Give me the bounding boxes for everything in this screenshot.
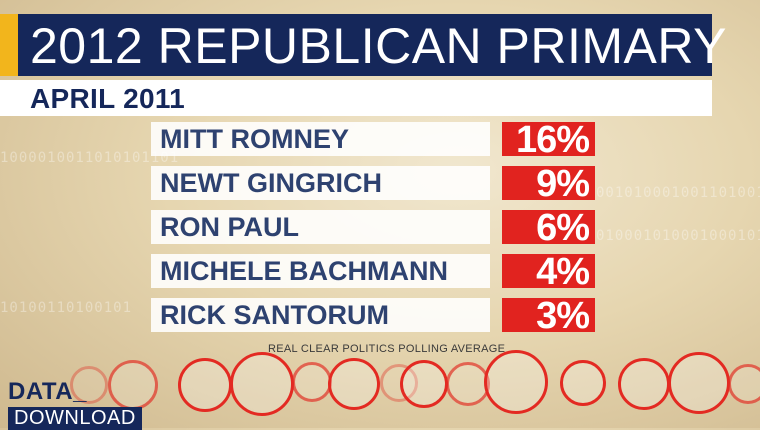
page-title: 2012 REPUBLICAN PRIMARY — [30, 18, 727, 74]
republican-elephant-icon — [328, 358, 380, 410]
candidate-percent-box: 6% — [502, 207, 595, 249]
candidate-percent-box: 9% — [502, 163, 595, 205]
title-accent-stripe — [0, 14, 18, 76]
brand-top-text: DATA_ — [8, 378, 87, 405]
candidate-name-box: RICK SANTORUM — [151, 298, 490, 332]
candidate-percent: 9% — [536, 163, 590, 205]
candidate-row: RON PAUL 6% — [151, 207, 595, 249]
republican-elephant-icon — [400, 360, 448, 408]
candidate-row: MITT ROMNEY 16% — [151, 119, 595, 161]
candidate-name-box: NEWT GINGRICH — [151, 166, 490, 200]
candidate-name: RON PAUL — [160, 212, 299, 242]
candidate-name: MICHELE BACHMANN — [160, 256, 448, 286]
candidate-percent: 16% — [515, 119, 590, 161]
background-binary-pattern: 001010001001101001 — [596, 185, 760, 201]
republican-elephant-icon — [484, 350, 548, 414]
republican-elephant-icon — [178, 358, 232, 412]
candidate-name-box: MITT ROMNEY — [151, 122, 490, 156]
brand-bottom-text: DOWNLOAD — [8, 407, 142, 430]
title-banner: 2012 REPUBLICAN PRIMARY — [0, 14, 726, 76]
candidate-name: RICK SANTORUM — [160, 300, 389, 330]
candidate-percent-box: 3% — [502, 295, 595, 337]
background-binary-pattern: 1000010011010101101 — [0, 150, 180, 166]
republican-elephant-icon — [292, 362, 332, 402]
candidate-name-box: MICHELE BACHMANN — [151, 254, 490, 288]
candidate-name: MITT ROMNEY — [160, 124, 349, 154]
candidate-row: NEWT GINGRICH 9% — [151, 163, 595, 205]
candidate-name-box: RON PAUL — [151, 210, 490, 244]
republican-elephant-icon — [70, 366, 108, 404]
candidate-percent-box: 16% — [502, 119, 595, 161]
republican-elephant-icon — [668, 352, 730, 414]
republican-elephant-icon — [230, 352, 294, 416]
source-caption: REAL CLEAR POLITICS POLLING AVERAGE — [268, 343, 506, 355]
data-download-logo: DATA_ DOWNLOAD — [8, 378, 142, 430]
page-subtitle: APRIL 2011 — [30, 83, 186, 114]
elephant-logo-strip — [0, 348, 760, 428]
republican-elephant-icon — [728, 364, 760, 404]
background-binary-pattern: 0100010100010001011 — [596, 228, 760, 244]
candidate-row: MICHELE BACHMANN 4% — [151, 251, 595, 293]
republican-elephant-icon — [108, 360, 158, 410]
subtitle-banner: APRIL 2011 — [0, 80, 712, 116]
candidate-percent-box: 4% — [502, 251, 595, 293]
candidate-name: NEWT GINGRICH — [160, 168, 382, 198]
republican-elephant-icon — [446, 362, 490, 406]
candidate-percent: 3% — [536, 295, 590, 337]
candidate-row: RICK SANTORUM 3% — [151, 295, 595, 337]
republican-elephant-icon — [560, 360, 606, 406]
candidate-percent: 6% — [536, 207, 590, 249]
background-binary-pattern: 10100110100101 — [0, 300, 133, 316]
candidate-percent: 4% — [536, 251, 590, 293]
republican-elephant-icon — [618, 358, 670, 410]
